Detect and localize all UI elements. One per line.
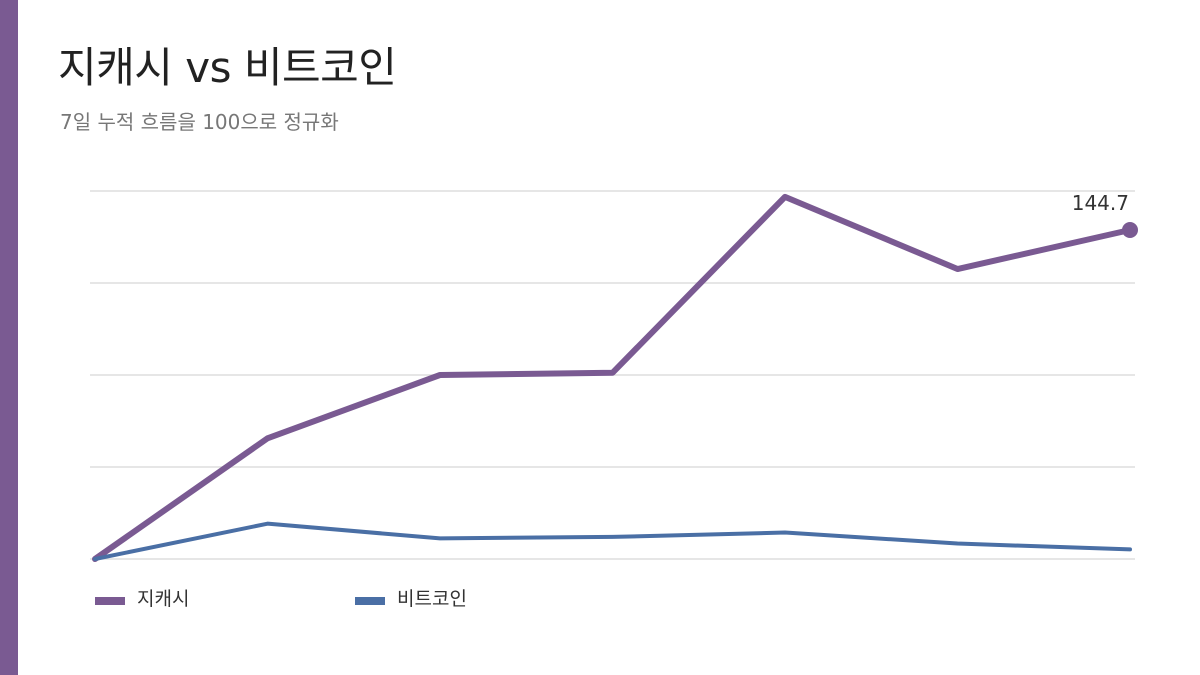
accent-bar bbox=[0, 0, 18, 675]
legend-item-bitcoin: 비트코인 bbox=[355, 584, 467, 611]
end-value-label: 144.7 bbox=[1072, 191, 1129, 215]
end-point-marker bbox=[1122, 222, 1138, 239]
legend-label-zcash: 지캐시 bbox=[137, 588, 190, 610]
chart-legend: 지캐시 비트코인 bbox=[0, 584, 1200, 614]
legend-swatch-bitcoin bbox=[355, 596, 385, 605]
chart-subtitle: 7일 누적 흐름을 100으로 정규화 bbox=[60, 110, 339, 134]
legend-swatch-zcash bbox=[95, 596, 125, 605]
chart-title: 지캐시 vs 비트코인 bbox=[58, 43, 397, 92]
legend-item-zcash: 지캐시 bbox=[95, 584, 189, 611]
series-line-zcash bbox=[92, 193, 1133, 562]
legend-label-bitcoin: 비트코인 bbox=[397, 588, 467, 610]
series-line-bitcoin bbox=[93, 521, 1132, 561]
